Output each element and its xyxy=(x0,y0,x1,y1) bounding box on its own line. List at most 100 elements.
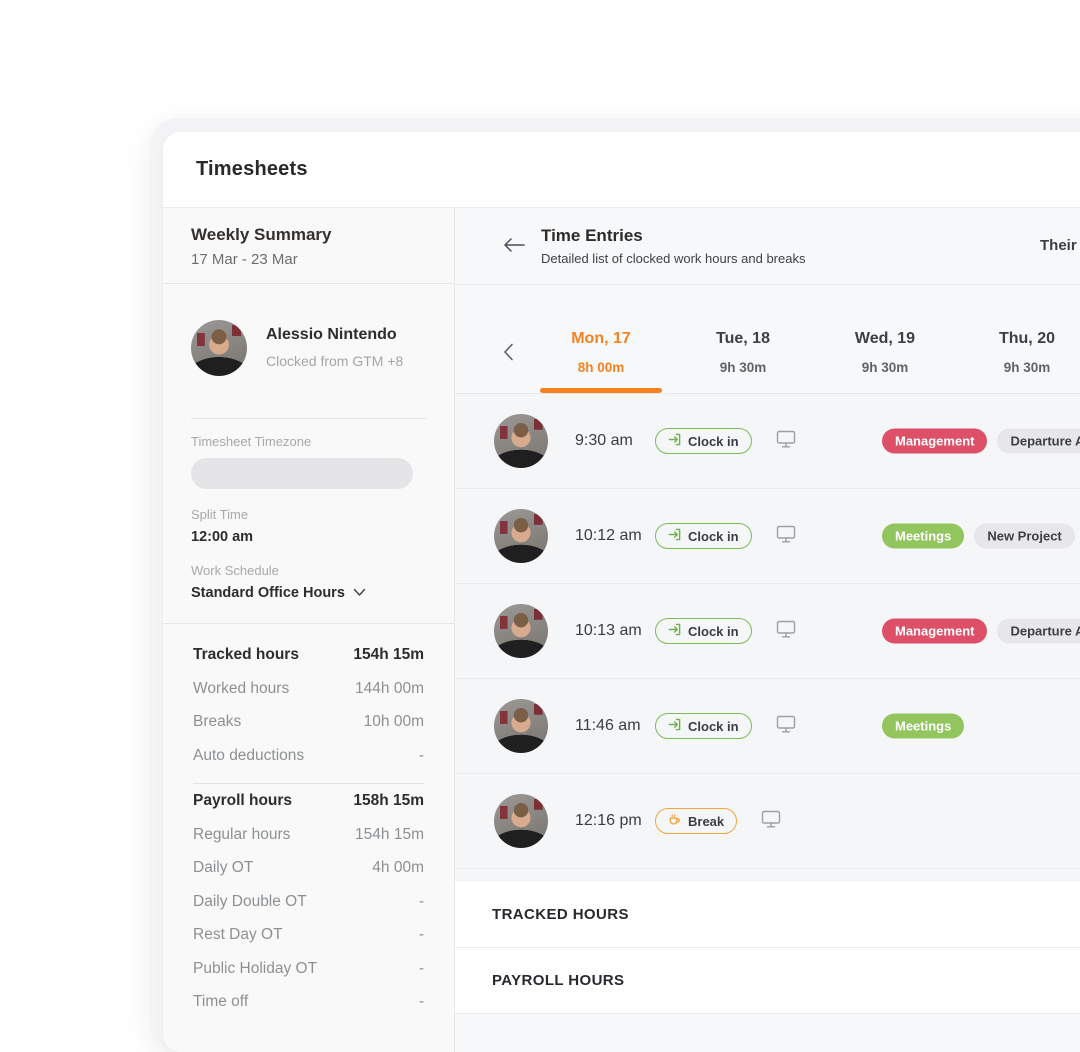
timezone-select[interactable] xyxy=(191,458,413,489)
entry-tags: Meetings New Project xyxy=(882,523,1075,549)
tag: Departure Ar xyxy=(997,428,1080,454)
page-title: Timesheets xyxy=(196,158,308,180)
screen-icon xyxy=(776,715,796,737)
section-label: PAYROLL HOURS xyxy=(492,972,625,989)
stat-value: 144h 00m xyxy=(355,679,424,697)
avatar xyxy=(494,414,548,468)
stat-row: Daily Double OT - xyxy=(193,893,424,927)
action-label: Clock in xyxy=(688,528,739,544)
clock-in-button[interactable]: Clock in xyxy=(655,713,752,739)
panel-subtitle: Detailed list of clocked work hours and … xyxy=(541,251,806,266)
stat-row: Regular hours 154h 15m xyxy=(193,826,424,860)
timezone-label: Timesheet Timezone xyxy=(191,434,312,449)
split-time-label: Split Time xyxy=(191,507,249,522)
user-clocked-from: Clocked from GTM +8 xyxy=(266,353,404,369)
timezone-toggle-label[interactable]: Their xyxy=(1040,237,1077,254)
device-button[interactable] xyxy=(776,715,796,737)
time-entry-row: 10:12 am Clock in xyxy=(455,489,1080,584)
stat-value: - xyxy=(418,993,424,1010)
day-tabs: Mon, 17 8h 00m Tue, 18 9h 30m Wed, 19 9h… xyxy=(455,285,1080,394)
stat-value: 154h 15m xyxy=(355,825,424,843)
device-button[interactable] xyxy=(761,810,781,832)
tab-day: Tue, 18 xyxy=(716,329,770,347)
avatar xyxy=(494,509,548,563)
clock-in-button[interactable]: Clock in xyxy=(655,523,752,549)
tab-hours: 9h 30m xyxy=(1003,359,1051,375)
user-profile: Alessio Nintendo Clocked from GTM +8 xyxy=(163,284,454,418)
clock-in-button[interactable]: Clock in xyxy=(655,618,752,644)
spacer xyxy=(455,869,1080,882)
tab-wed-19[interactable]: Wed, 19 9h 30m xyxy=(814,285,956,393)
avatar xyxy=(494,604,548,658)
stat-label: Daily OT xyxy=(193,859,254,876)
stat-value: 4h 00m xyxy=(372,859,424,876)
divider xyxy=(193,783,424,784)
tab-mon-17[interactable]: Mon, 17 8h 00m xyxy=(530,285,672,393)
user-name: Alessio Nintendo xyxy=(266,326,397,343)
device-button[interactable] xyxy=(776,525,796,547)
device-button[interactable] xyxy=(776,620,796,642)
summary-title: Weekly Summary xyxy=(191,225,332,244)
avatar xyxy=(191,320,247,376)
tab-tue-18[interactable]: Tue, 18 9h 30m xyxy=(672,285,814,393)
stat-value: - xyxy=(418,892,424,910)
back-arrow-icon xyxy=(503,237,525,256)
stat-value: 10h 00m xyxy=(363,713,424,730)
clock-in-icon xyxy=(668,623,681,639)
clock-in-icon xyxy=(668,528,681,544)
back-button[interactable] xyxy=(503,237,525,256)
stat-row: Daily OT 4h 00m xyxy=(193,859,424,893)
stat-value: 154h 15m xyxy=(353,646,424,663)
stat-label: Rest Day OT xyxy=(193,926,283,943)
entry-tags: Management Departure Ar xyxy=(882,618,1080,644)
avatar xyxy=(494,794,548,848)
entry-tags: Meetings xyxy=(882,713,965,739)
work-schedule-value: Standard Office Hours xyxy=(191,585,345,601)
tracked-hours-section[interactable]: TRACKED HOURS xyxy=(455,882,1080,948)
stat-value: - xyxy=(418,926,424,943)
stat-label: Auto deductions xyxy=(193,746,305,764)
work-schedule-label: Work Schedule xyxy=(191,563,279,578)
hours-stats: Tracked hours 154h 15m Worked hours 144h… xyxy=(163,624,454,1027)
entry-time: 12:16 pm xyxy=(575,812,642,829)
timesheet-settings: Timesheet Timezone Split Time 12:00 am W… xyxy=(163,419,454,624)
summary-date-range: 17 Mar - 23 Mar xyxy=(191,251,298,268)
work-schedule-dropdown[interactable]: Standard Office Hours xyxy=(191,585,426,601)
screen-icon xyxy=(776,430,796,452)
break-button[interactable]: Break xyxy=(655,808,738,834)
screen-icon xyxy=(776,525,796,547)
chevron-down-icon xyxy=(353,585,366,601)
stat-label: Public Holiday OT xyxy=(193,959,318,977)
stat-row: Time off - xyxy=(193,993,424,1027)
stat-row: Public Holiday OT - xyxy=(193,960,424,994)
stat-value: - xyxy=(418,746,424,764)
break-coffee-icon xyxy=(668,813,681,829)
stat-row: Rest Day OT - xyxy=(193,926,424,960)
avatar xyxy=(494,699,548,753)
entry-time: 9:30 am xyxy=(575,432,633,449)
tag: New Project xyxy=(974,523,1075,549)
action-label: Clock in xyxy=(688,718,739,734)
clock-in-button[interactable]: Clock in xyxy=(655,428,752,454)
timesheets-window: Timesheets Weekly Summary 17 Mar - 23 Ma… xyxy=(163,132,1080,1052)
device-frame: Timesheets Weekly Summary 17 Mar - 23 Ma… xyxy=(150,118,1080,1052)
action-label: Break xyxy=(688,813,725,829)
stat-label: Breaks xyxy=(193,713,242,730)
summary-header: Weekly Summary 17 Mar - 23 Mar xyxy=(163,208,454,284)
screen-icon xyxy=(761,810,781,832)
screen-icon xyxy=(776,620,796,642)
time-entry-row: 10:13 am Clock in xyxy=(455,584,1080,679)
tab-hours: 8h 00m xyxy=(577,359,625,375)
action-label: Clock in xyxy=(688,433,739,449)
payroll-hours-section[interactable]: PAYROLL HOURS xyxy=(455,948,1080,1014)
tab-thu-20[interactable]: Thu, 20 9h 30m xyxy=(956,285,1080,393)
tab-hours: 9h 30m xyxy=(719,359,767,375)
divider xyxy=(191,418,426,419)
section-label: TRACKED HOURS xyxy=(492,906,629,923)
device-button[interactable] xyxy=(776,430,796,452)
entry-time: 11:46 am xyxy=(575,717,641,734)
chevron-left-icon xyxy=(503,343,514,364)
previous-days-button[interactable] xyxy=(503,343,514,364)
time-entry-row: 12:16 pm Break xyxy=(455,774,1080,869)
window-header: Timesheets xyxy=(163,132,1080,208)
